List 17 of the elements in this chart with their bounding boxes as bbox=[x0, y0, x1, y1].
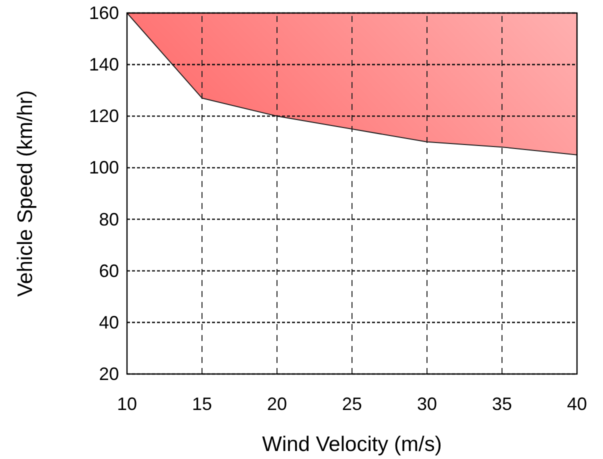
x-tick-label: 15 bbox=[192, 394, 212, 414]
x-tick-label: 40 bbox=[566, 394, 588, 414]
y-tick-label: 120 bbox=[88, 106, 119, 126]
x-axis-title: Wind Velocity (m/s) bbox=[262, 433, 442, 456]
x-tick-label: 20 bbox=[266, 394, 288, 414]
y-tick-label: 40 bbox=[98, 312, 119, 332]
y-tick-label: 100 bbox=[88, 158, 119, 178]
y-tick-label: 160 bbox=[88, 3, 119, 23]
y-tick-label: 20 bbox=[98, 364, 119, 384]
x-tick-label: 30 bbox=[416, 394, 438, 414]
y-tick-label: 80 bbox=[98, 209, 119, 230]
y-tick-label: 60 bbox=[98, 260, 119, 281]
x-tick-label: 35 bbox=[492, 394, 512, 414]
x-tick-label: 25 bbox=[342, 394, 362, 414]
y-tick-label: 140 bbox=[88, 54, 119, 75]
x-tick-label: 10 bbox=[116, 394, 138, 414]
y-axis-title: Vehicle Speed (km/hr) bbox=[14, 90, 37, 297]
